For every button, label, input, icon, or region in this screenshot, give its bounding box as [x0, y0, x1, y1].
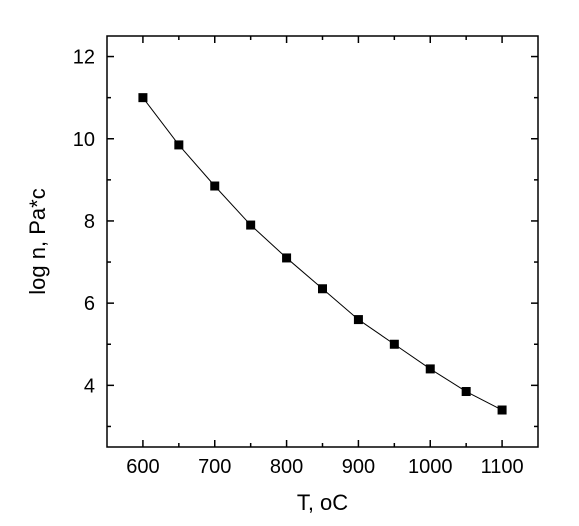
- series-marker: [390, 340, 398, 348]
- series-marker: [283, 254, 291, 262]
- x-tick-label: 1000: [408, 456, 453, 478]
- y-tick-label: 6: [84, 293, 95, 315]
- x-tick-label: 700: [198, 456, 231, 478]
- chart-svg: 600 700 800 900 1000 1100 4 6 8 10 12 T, oC log n, P…: [0, 0, 579, 526]
- series-marker: [354, 316, 362, 324]
- x-tick-label: 1100: [481, 456, 524, 478]
- series-marker: [426, 365, 434, 373]
- x-tick-label: 800: [270, 456, 303, 478]
- x-tick-label: 900: [342, 456, 375, 478]
- series-marker: [462, 388, 470, 396]
- series-marker: [175, 141, 183, 149]
- series-marker: [139, 94, 147, 102]
- series-marker: [247, 221, 255, 229]
- series-marker: [319, 285, 327, 293]
- y-tick-label: 12: [73, 47, 95, 69]
- series-marker: [211, 182, 219, 190]
- chart-container: 600 700 800 900 1000 1100 4 6 8 10 12 T, oC log n, P…: [0, 0, 579, 526]
- y-tick-label: 10: [73, 129, 95, 151]
- x-axis-label: T, oC: [297, 490, 348, 515]
- y-axis-label: log n, Pa*c: [25, 188, 50, 294]
- y-tick-label: 4: [84, 375, 95, 397]
- series-line: [143, 98, 502, 410]
- plot-frame: [107, 36, 538, 447]
- x-tick-label: 600: [126, 456, 159, 478]
- y-tick-label: 8: [84, 211, 95, 233]
- series-marker: [498, 406, 506, 414]
